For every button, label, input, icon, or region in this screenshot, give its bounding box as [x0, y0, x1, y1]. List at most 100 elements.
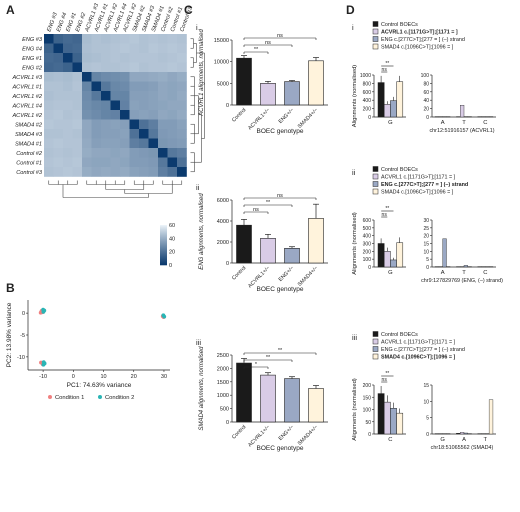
- heatmap-cell: [158, 119, 168, 130]
- heatmap-row-label: Control #3: [16, 170, 43, 176]
- allele-y-tick-label: 150: [363, 395, 372, 401]
- panel-d-i: i Control BOECs ACVRL1 c.[1171G>T];[1171 =…: [352, 21, 496, 134]
- legend-condition-2-marker: [98, 395, 102, 399]
- heatmap-cell: [63, 72, 73, 82]
- bar: [284, 378, 300, 423]
- heatmap-cell: [110, 34, 121, 44]
- heatmap-cell: [91, 148, 102, 158]
- allele-y-tick-label: 200: [363, 249, 372, 255]
- heatmap-cell: [63, 81, 73, 92]
- heatmap-cell: [177, 138, 187, 149]
- allele-bar: [377, 393, 385, 435]
- heatmap-cell: [148, 43, 159, 54]
- legend-label: SMAD4 c.[1096C>T];[1096 = ]: [381, 45, 454, 51]
- heatmap-cell: [177, 81, 187, 92]
- heatmap-cell: [148, 129, 159, 139]
- heatmap-cell: [101, 110, 111, 120]
- bar-x-axis-label: BOEC genotype: [257, 286, 304, 293]
- panel-d-ii: ii Control BOECs ACVRL1 c.[1171G>T];[1171 …: [352, 166, 503, 284]
- heatmap-cell: [63, 100, 73, 111]
- colorbar-step: [160, 249, 167, 251]
- heatmap-cell: [167, 119, 178, 130]
- heatmap-cell: [177, 62, 187, 73]
- allele-category-label: C: [483, 270, 487, 276]
- heatmap: [44, 34, 187, 177]
- heatmap-cell: [63, 167, 73, 177]
- locus-label: chr18:51065562 (SMAD4): [431, 445, 494, 451]
- heatmap-cell: [44, 43, 54, 54]
- colorbar-step: [160, 233, 167, 235]
- bar-x-axis-label: BOEC genotype: [257, 445, 304, 452]
- colorbar-step: [160, 231, 167, 233]
- allele-y-tick-label: 200: [363, 383, 372, 389]
- bar-category-label: SMAD4+/−: [297, 265, 320, 288]
- heatmap-row-label: ACVRL1 #2: [11, 94, 42, 100]
- colorbar-step: [160, 262, 167, 264]
- heatmap-cell: [53, 81, 64, 92]
- heatmap-cell: [72, 148, 83, 158]
- heatmap-row-label: SMAD4 #2: [15, 122, 43, 128]
- allele-y-tick-label: 15: [423, 242, 429, 248]
- heatmap-row-label: ENG #1: [22, 56, 42, 62]
- heatmap-cell: [53, 110, 64, 120]
- legend-swatch: [372, 36, 379, 42]
- colorbar-step: [160, 263, 167, 265]
- heatmap-cell: [53, 34, 64, 44]
- heatmap-cell: [129, 110, 140, 120]
- legend-swatch: [372, 173, 379, 180]
- heatmap-cell: [72, 119, 83, 130]
- locus-label: chr9:127829769 (ENG, (–) strand): [421, 278, 503, 284]
- allele-bar: [396, 412, 404, 435]
- heatmap-cell: [101, 53, 111, 63]
- heatmap-cell: [63, 129, 73, 139]
- heatmap-row-label: SMAD4 #1: [15, 141, 42, 147]
- colorbar-step: [160, 236, 167, 238]
- bar-category-label: ENG+/−: [278, 424, 296, 442]
- allele-y-tick-label: 200: [363, 107, 372, 113]
- heatmap-cell: [101, 91, 111, 101]
- heatmap-cell: [120, 91, 130, 101]
- heatmap-cell: [53, 129, 64, 139]
- bar-y-tick-label: 2000: [217, 240, 229, 246]
- significance-label: **: [254, 47, 259, 53]
- allele-bar: [390, 259, 397, 268]
- colorbar-step: [160, 237, 167, 239]
- heatmap-cell: [72, 138, 83, 149]
- legend-label: SMAD4 c.[1096C>T];[1096 = ]: [381, 190, 454, 196]
- heatmap-cell: [129, 119, 140, 130]
- heatmap-cell: [167, 100, 178, 111]
- allele-category-label: T: [484, 437, 488, 443]
- allele-y-axis-label: Alignments (normalised): [352, 378, 358, 441]
- heatmap-cell: [44, 91, 54, 101]
- colorbar-step: [160, 264, 167, 266]
- pca-y-tick-label: 0: [22, 311, 25, 317]
- allele-y-axis-label: Alignments (normalised): [352, 65, 358, 128]
- heatmap-cell: [101, 100, 111, 111]
- heatmap-cell: [129, 138, 140, 149]
- heatmap-cell: [63, 110, 73, 120]
- heatmap-cell: [53, 72, 64, 82]
- allele-category-label: G: [388, 270, 393, 276]
- bar-y-tick-label: 0: [226, 103, 229, 109]
- bar-category-label: Control: [231, 107, 247, 123]
- allele-y-tick-label: 500: [363, 226, 372, 232]
- heatmap-cell: [110, 53, 121, 63]
- heatmap-cell: [158, 91, 168, 101]
- heatmap-cell: [120, 148, 130, 158]
- legend-label: ENG c.[277C>T];[277 = ] (–) strand: [381, 347, 465, 353]
- heatmap-cell: [129, 53, 140, 63]
- heatmap-cell: [148, 157, 159, 168]
- heatmap-cell: [101, 157, 111, 168]
- heatmap-cell: [101, 43, 111, 54]
- pca-x-tick-label: 0: [72, 374, 75, 380]
- significance-label: ns: [265, 40, 271, 46]
- heatmap-row-label: Control #2: [16, 151, 43, 157]
- heatmap-cell: [53, 167, 64, 177]
- allele-y-tick-label: 15: [423, 383, 429, 389]
- heatmap-cell: [167, 62, 178, 73]
- heatmap-cell: [53, 148, 64, 158]
- bar-y-tick-label: 4000: [217, 219, 229, 225]
- heatmap-cell: [120, 53, 130, 63]
- allele-y-tick-label: 0: [426, 432, 429, 438]
- bar: [308, 388, 324, 423]
